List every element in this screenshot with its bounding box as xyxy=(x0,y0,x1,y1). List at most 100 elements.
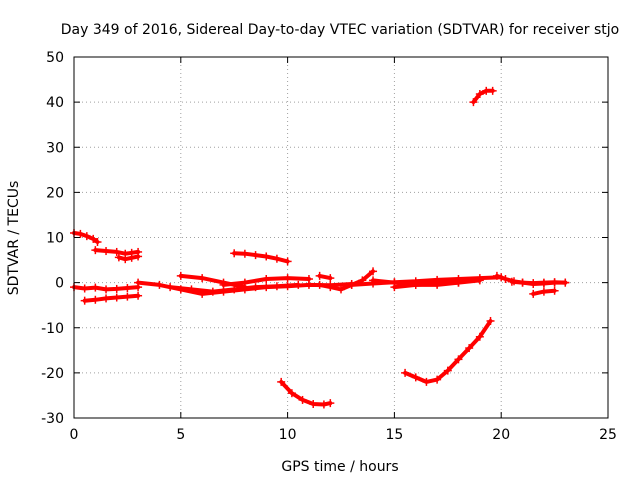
data-point xyxy=(80,296,89,305)
series-arc-10 xyxy=(219,274,313,289)
y-tick-label: 50 xyxy=(46,50,64,66)
data-point xyxy=(304,275,313,284)
data-point xyxy=(240,278,249,287)
data-point xyxy=(272,282,281,291)
data-point xyxy=(465,344,474,353)
data-point xyxy=(123,284,132,293)
data-point xyxy=(155,280,164,289)
data-point xyxy=(454,278,463,287)
series-arc-11 xyxy=(277,377,335,409)
data-point xyxy=(298,395,307,404)
y-tick-label: -30 xyxy=(41,411,64,427)
data-point xyxy=(102,285,111,294)
y-tick-label: 10 xyxy=(46,231,64,247)
data-point xyxy=(112,284,121,293)
data-point xyxy=(283,274,292,283)
data-point xyxy=(369,276,378,285)
data-point xyxy=(529,289,538,298)
y-tick-label: 40 xyxy=(46,95,64,111)
series-arc-04 xyxy=(70,283,143,294)
data-point xyxy=(127,253,136,262)
data-point xyxy=(443,366,452,375)
x-tick-label: 20 xyxy=(492,427,510,443)
data-point xyxy=(102,247,111,256)
data-point xyxy=(492,271,501,280)
x-tick-label: 25 xyxy=(599,427,617,443)
x-tick-label: 0 xyxy=(70,427,79,443)
data-point xyxy=(262,275,271,284)
data-point xyxy=(539,278,548,287)
data-point xyxy=(112,293,121,302)
data-point xyxy=(326,274,335,283)
y-tick-label: 20 xyxy=(46,185,64,201)
data-point xyxy=(208,287,217,296)
data-point xyxy=(123,292,132,301)
series-arc-16 xyxy=(390,278,463,292)
data-point xyxy=(82,232,91,241)
series-trace xyxy=(392,280,461,290)
data-point xyxy=(401,368,410,377)
series-arc-09 xyxy=(230,249,292,266)
data-point xyxy=(539,287,548,296)
y-tick-label: -10 xyxy=(41,321,64,337)
x-tick-label: 5 xyxy=(176,427,185,443)
data-point xyxy=(369,267,378,276)
data-point xyxy=(187,285,196,294)
data-point xyxy=(102,294,111,303)
data-series xyxy=(70,86,570,409)
data-point xyxy=(240,249,249,258)
series-trace xyxy=(232,251,290,264)
data-point xyxy=(347,280,356,289)
data-point xyxy=(176,271,185,280)
data-point xyxy=(112,247,121,256)
data-point xyxy=(251,251,260,260)
data-point xyxy=(89,234,98,243)
grid-lines xyxy=(74,57,608,418)
data-point xyxy=(454,355,463,364)
data-point xyxy=(134,278,143,287)
data-point xyxy=(422,377,431,386)
data-point xyxy=(91,283,100,292)
data-point xyxy=(262,252,271,261)
data-point xyxy=(121,255,130,264)
series-arc-12 xyxy=(315,271,335,283)
data-point xyxy=(475,332,484,341)
data-point xyxy=(309,400,318,409)
y-tick-label: 30 xyxy=(46,140,64,156)
data-point xyxy=(507,277,516,286)
chart-title: Day 349 of 2016, Sidereal Day-to-day VTE… xyxy=(61,22,619,38)
series-arc-17 xyxy=(401,316,495,386)
series-arc-20 xyxy=(507,277,570,288)
data-point xyxy=(501,275,510,284)
data-point xyxy=(518,278,527,287)
data-point xyxy=(251,283,260,292)
series-arc-21 xyxy=(529,286,559,298)
data-point xyxy=(272,254,281,263)
data-point xyxy=(114,253,123,262)
data-point xyxy=(134,291,143,300)
data-point xyxy=(486,316,495,325)
data-point xyxy=(315,280,324,289)
y-tick-label: -20 xyxy=(41,366,64,382)
series-trace xyxy=(471,88,495,105)
data-point xyxy=(287,389,296,398)
data-point xyxy=(76,229,85,238)
data-point xyxy=(529,279,538,288)
series-arc-18 xyxy=(469,86,497,107)
data-point xyxy=(488,86,497,95)
series-arc-03 xyxy=(114,252,143,264)
data-point xyxy=(166,283,175,292)
data-point xyxy=(469,98,478,107)
data-point xyxy=(93,238,102,247)
data-point xyxy=(294,280,303,289)
data-point xyxy=(390,283,399,292)
data-point xyxy=(315,271,324,280)
series-arc-19 xyxy=(492,271,570,288)
data-point xyxy=(411,373,420,382)
y-axis-title: SDTVAR / TECUs xyxy=(6,181,22,296)
data-point xyxy=(433,279,442,288)
axis-ticks: 0 5 10 15 20 25 -30 -20 -10 0 10 20 30 40 50 xyxy=(41,50,617,443)
data-point xyxy=(337,285,345,294)
data-point xyxy=(230,249,239,258)
series-arc-07 xyxy=(166,280,303,296)
